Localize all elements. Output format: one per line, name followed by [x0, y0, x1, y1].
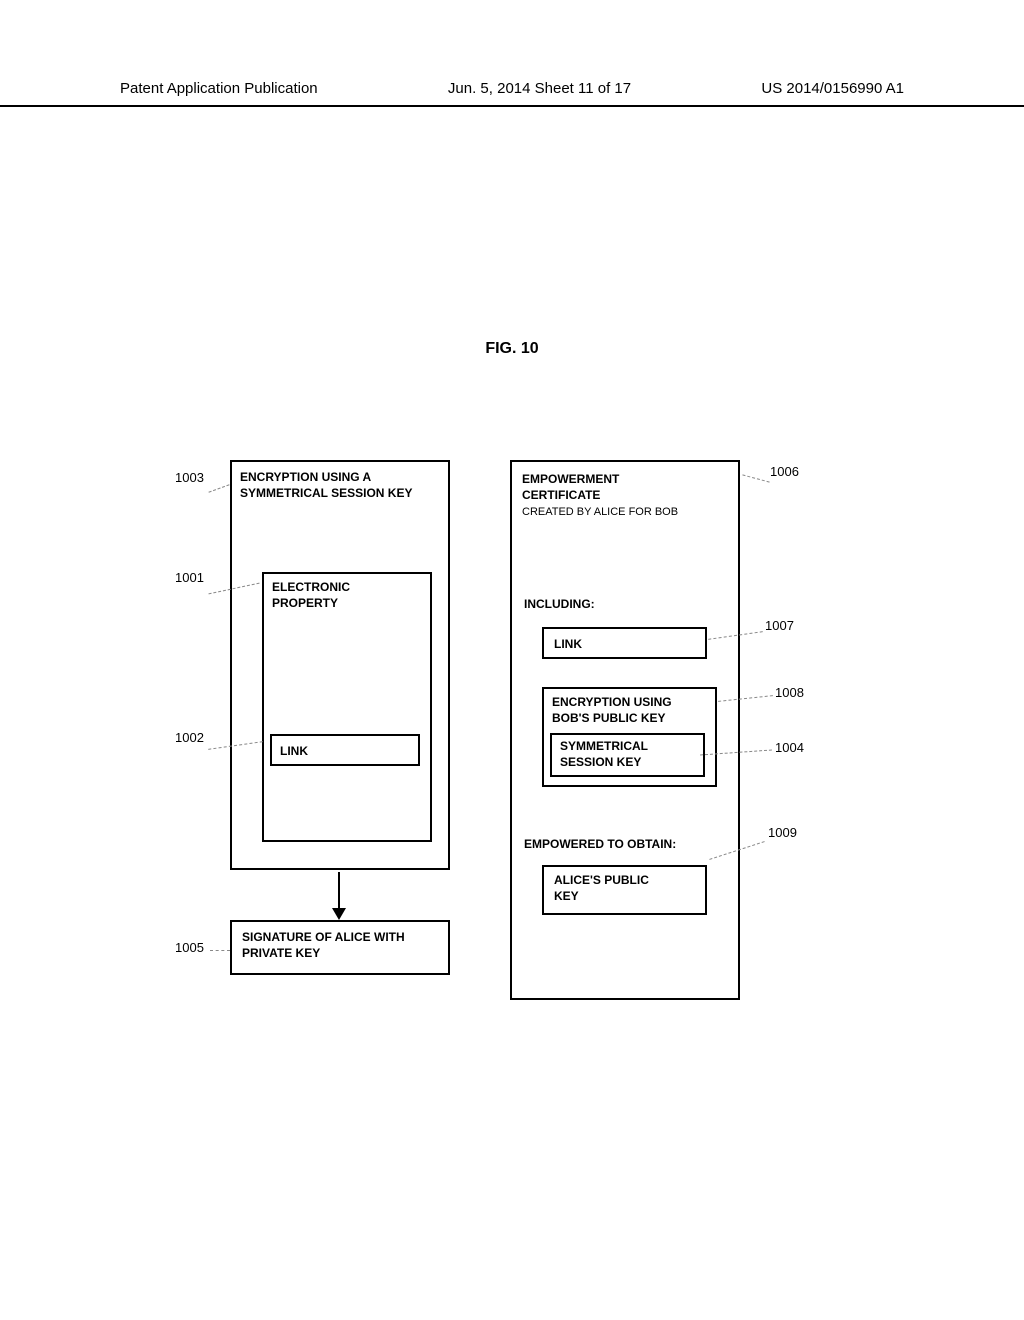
sym-l1: SYMMETRICAL [560, 739, 695, 755]
arrow-head-icon [332, 908, 346, 920]
page-header: Patent Application Publication Jun. 5, 2… [0, 80, 1024, 107]
ref-1009: 1009 [768, 825, 797, 840]
encryption-title-1: ENCRYPTION USING A [240, 470, 440, 486]
alice-pub-l2: KEY [554, 889, 695, 905]
sig-l1: SIGNATURE OF ALICE WITH [242, 930, 438, 946]
figure-title: FIG. 10 [0, 340, 1024, 358]
link-box-right: LINK [542, 627, 707, 659]
prop-l1: ELECTRONIC [272, 580, 422, 596]
header-center: Jun. 5, 2014 Sheet 11 of 17 [448, 80, 631, 97]
arrow-shaft [338, 872, 340, 912]
prop-l2: PROPERTY [272, 596, 422, 612]
encryption-container: ENCRYPTION USING A SYMMETRICAL SESSION K… [230, 460, 450, 870]
sym-l2: SESSION KEY [560, 755, 695, 771]
encryption-bob-box: ENCRYPTION USING BOB'S PUBLIC KEY SYMMET… [542, 687, 717, 787]
alice-pub-l1: ALICE'S PUBLIC [554, 873, 695, 889]
empowered-label: EMPOWERED TO OBTAIN: [524, 837, 676, 853]
encryption-title-2: SYMMETRICAL SESSION KEY [240, 486, 440, 502]
emp-l2: CERTIFICATE [522, 488, 728, 504]
link-right-label: LINK [554, 637, 582, 651]
header-left: Patent Application Publication [120, 80, 318, 97]
lead-1005 [210, 950, 230, 951]
sym-key-box: SYMMETRICAL SESSION KEY [550, 733, 705, 777]
ref-1001: 1001 [175, 570, 204, 585]
alice-pubkey-box: ALICE'S PUBLIC KEY [542, 865, 707, 915]
ref-1003: 1003 [175, 470, 204, 485]
electronic-property-box: ELECTRONIC PROPERTY LINK [262, 572, 432, 842]
ref-1002: 1002 [175, 730, 204, 745]
including-label: INCLUDING: [524, 597, 595, 613]
link-box-left: LINK [270, 734, 420, 766]
signature-box: SIGNATURE OF ALICE WITH PRIVATE KEY [230, 920, 450, 975]
header-right: US 2014/0156990 A1 [761, 80, 904, 97]
ref-1006: 1006 [770, 464, 799, 479]
sig-l2: PRIVATE KEY [242, 946, 438, 962]
ref-1008: 1008 [775, 685, 804, 700]
ref-1005: 1005 [175, 940, 204, 955]
ref-1004: 1004 [775, 740, 804, 755]
link-left-label: LINK [280, 744, 308, 758]
enc-bob-l2: BOB'S PUBLIC KEY [552, 711, 707, 727]
emp-l3: CREATED BY ALICE FOR BOB [522, 506, 728, 518]
ref-1007: 1007 [765, 618, 794, 633]
empowerment-cert-box: EMPOWERMENT CERTIFICATE CREATED BY ALICE… [510, 460, 740, 1000]
emp-l1: EMPOWERMENT [522, 472, 728, 488]
lead-1006 [742, 474, 769, 482]
lead-1003 [208, 484, 229, 492]
enc-bob-l1: ENCRYPTION USING [552, 695, 707, 711]
